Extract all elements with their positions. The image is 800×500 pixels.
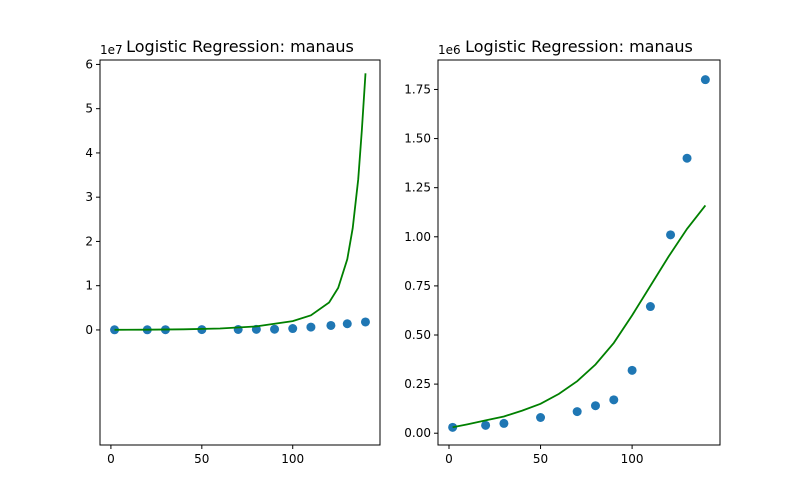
- y-tick-label: 2: [85, 234, 93, 248]
- x-tick-label: 0: [445, 452, 453, 466]
- data-point: [627, 365, 637, 375]
- y-offset-label: 1e6: [438, 43, 461, 57]
- y-tick-label: 3: [85, 190, 93, 204]
- y-tick-label: 0.25: [404, 377, 431, 391]
- data-point: [590, 401, 600, 411]
- y-tick-label: 1.75: [404, 82, 431, 96]
- data-point: [360, 317, 370, 327]
- y-offset-label: 1e7: [100, 43, 123, 57]
- y-tick-label: 5: [85, 102, 93, 116]
- data-point: [645, 302, 655, 312]
- data-point: [682, 153, 692, 163]
- data-point: [700, 75, 710, 85]
- y-tick-label: 0.75: [404, 279, 431, 293]
- plot-area: [99, 59, 381, 446]
- y-tick-label: 1.25: [404, 181, 431, 195]
- y-tick-label: 0.50: [404, 328, 431, 342]
- left-subplot: 0 50 100 0 1 2 3 4 5 6 1e7 Logistic Regression: man…: [85, 37, 381, 466]
- data-point: [536, 413, 546, 422]
- data-point: [288, 324, 298, 334]
- data-point: [481, 420, 491, 430]
- data-point: [342, 319, 352, 329]
- y-tick-label: 4: [85, 146, 93, 160]
- y-tick-label: 0: [85, 323, 93, 337]
- data-point: [233, 324, 243, 334]
- x-tick-label: 100: [621, 452, 644, 466]
- x-tick-label: 100: [281, 452, 304, 466]
- y-tick-label: 6: [85, 57, 93, 71]
- y-tick-label: 1.00: [404, 230, 431, 244]
- x-tick-label: 50: [194, 452, 209, 466]
- fit-line: [114, 73, 367, 331]
- fit-line: [452, 204, 707, 429]
- chart-title: Logistic Regression: manaus: [126, 37, 354, 56]
- data-point: [270, 324, 280, 334]
- y-tick-label: 0.00: [404, 426, 431, 440]
- y-tick-label: 1: [85, 279, 93, 293]
- right-subplot: 0 50 100 0.00 0.25 0.50 0.75 1.00 1.25 1.50 1.75 1e…: [404, 37, 721, 466]
- plot-area: [437, 59, 721, 446]
- data-point: [306, 322, 316, 332]
- x-tick-label: 50: [533, 452, 548, 466]
- data-point: [609, 395, 619, 405]
- chart-title: Logistic Regression: manaus: [465, 37, 693, 56]
- data-point: [572, 407, 582, 417]
- y-tick-label: 1.50: [404, 132, 431, 146]
- data-point: [666, 230, 676, 240]
- data-point: [326, 320, 336, 330]
- data-point: [499, 418, 509, 428]
- x-tick-label: 0: [107, 452, 115, 466]
